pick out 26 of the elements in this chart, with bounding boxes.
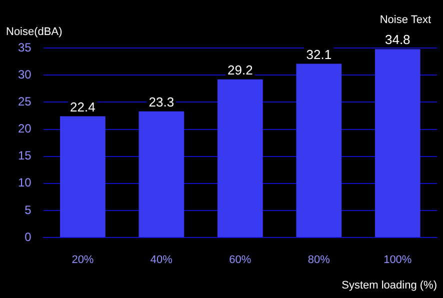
y-tick-label: 5 (24, 202, 32, 217)
y-tick-label: 0 (24, 230, 32, 244)
data-label: 22.4 (70, 99, 96, 114)
x-tick-label: 100% (384, 254, 412, 266)
bar (374, 49, 420, 238)
y-tick-label: 10 (18, 176, 32, 190)
data-label: 32.1 (306, 46, 332, 62)
data-label: 23.3 (148, 94, 174, 110)
bar (296, 64, 342, 238)
data-label: 29.2 (228, 62, 253, 78)
data-label: 34.8 (384, 32, 410, 48)
y-tick-label: 20 (18, 122, 32, 136)
x-axis-title: System loading (%) (342, 279, 437, 292)
bar (218, 79, 263, 238)
x-tick-label: 80% (308, 254, 330, 266)
x-tick-label: 20% (72, 254, 94, 266)
y-tick-label: 25 (18, 94, 32, 108)
x-tick-label: 60% (229, 254, 252, 266)
bar (138, 111, 184, 238)
y-axis-title: Noise(dBA) (6, 26, 62, 38)
y-tick-label: 35 (18, 40, 32, 54)
y-tick-label: 15 (18, 148, 32, 163)
x-tick-label: 40% (150, 254, 173, 266)
y-tick-label: 30 (18, 67, 32, 82)
bar (60, 116, 106, 238)
text: Noise Text (380, 14, 431, 26)
